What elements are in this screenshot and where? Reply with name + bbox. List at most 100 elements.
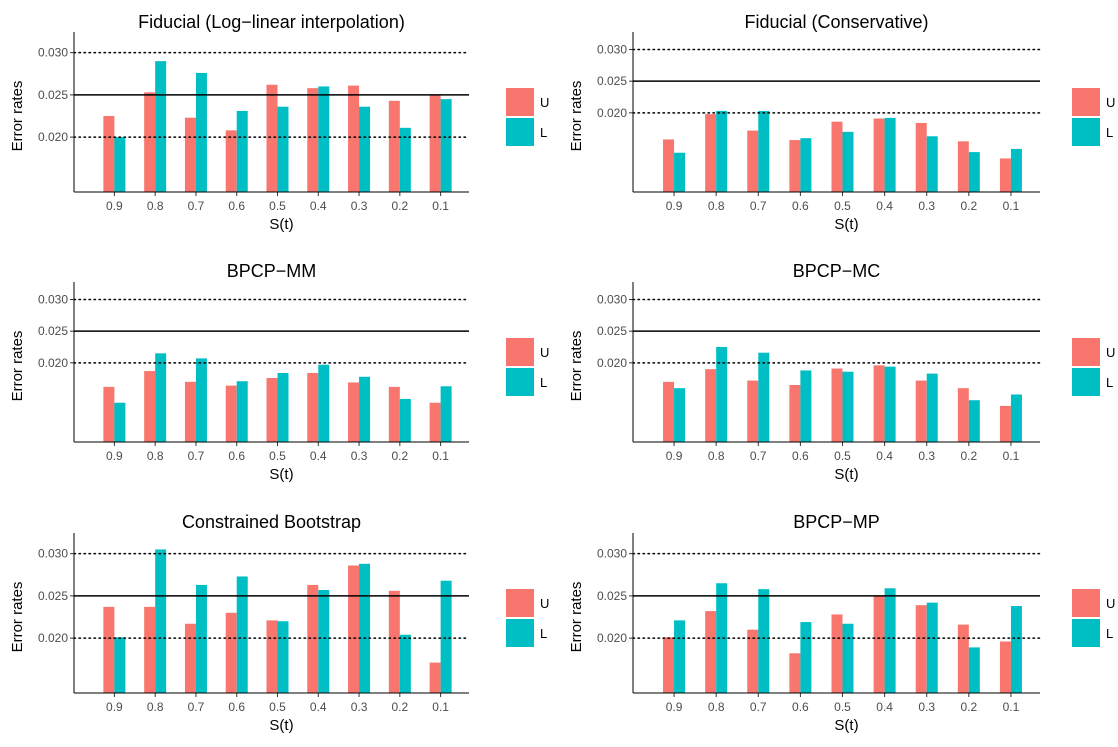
- x-tick-label: 0.5: [834, 449, 851, 463]
- chart-panel-5: Constrained Bootstrap 0.9 0.8 0.7 0.6 0.5 0.4 0…: [9, 512, 549, 734]
- x-tick-label: 0.1: [1003, 199, 1020, 213]
- x-tick-label: 0.1: [1003, 449, 1020, 463]
- bar-L-0.8: [155, 549, 167, 693]
- y-tick-label: 0.020: [38, 130, 68, 144]
- y-tick-label: 0.025: [38, 88, 68, 102]
- legend-swatch-L: [506, 368, 534, 396]
- bar-U-0.6: [225, 612, 237, 693]
- x-tick-label: 0.7: [750, 449, 767, 463]
- x-axis-label: S(t): [834, 717, 858, 734]
- bar-L-0.2: [399, 634, 411, 693]
- bar-L-0.3: [926, 373, 938, 442]
- x-tick-label: 0.2: [960, 700, 977, 714]
- bar-L-0.4: [884, 588, 896, 693]
- bar-L-0.5: [277, 106, 289, 192]
- x-tick-label: 0.6: [228, 700, 245, 714]
- x-tick-label: 0.1: [432, 700, 449, 714]
- legend-swatch-U: [506, 88, 534, 116]
- bar-U-0.6: [789, 653, 801, 693]
- x-tick-label: 0.7: [188, 199, 205, 213]
- bar-L-0.2: [968, 400, 980, 442]
- bar-L-0.9: [674, 388, 686, 442]
- chart-panel-2: Fiducial (Conservative) 0.9 0.8 0.7 0.6 0.5 0.…: [568, 12, 1115, 233]
- x-tick-label: 0.5: [834, 700, 851, 714]
- legend-swatch-U: [1072, 88, 1100, 116]
- bar-L-0.3: [926, 602, 938, 693]
- legend-swatch-L: [1072, 118, 1100, 146]
- bar-U-0.3: [915, 605, 927, 693]
- bar-L-0.2: [968, 647, 980, 693]
- bar-U-0.7: [747, 130, 759, 192]
- bar-U-0.8: [705, 369, 717, 442]
- legend-label-L: L: [540, 125, 547, 140]
- legend-label-U: U: [540, 95, 549, 110]
- bar-U-0.7: [184, 117, 196, 192]
- x-tick-label: 0.3: [351, 449, 368, 463]
- bar-U-0.2: [388, 590, 400, 693]
- bar-U-0.8: [144, 92, 156, 192]
- x-tick-label: 0.9: [106, 199, 123, 213]
- bar-U-0.3: [915, 122, 927, 192]
- legend-label-L: L: [1106, 125, 1113, 140]
- y-tick-label: 0.030: [597, 43, 627, 57]
- bar-U-0.6: [789, 140, 801, 192]
- bar-L-0.3: [359, 106, 371, 192]
- chart-panel-6: BPCP−MP 0.9 0.8 0.7 0.6 0.5 0.4 0.3 0.2 0.1 0.020 0…: [568, 512, 1115, 734]
- bar-U-0.2: [957, 388, 969, 442]
- bar-U-0.9: [103, 116, 115, 192]
- bar-U-0.8: [705, 114, 717, 192]
- x-tick-label: 0.2: [960, 199, 977, 213]
- bar-L-0.6: [236, 110, 248, 192]
- bar-U-0.1: [999, 405, 1011, 442]
- bar-U-0.5: [266, 620, 278, 693]
- bar-L-0.9: [674, 152, 686, 192]
- bar-L-0.5: [842, 371, 854, 442]
- bar-L-0.8: [716, 347, 728, 442]
- bar-L-0.2: [399, 127, 411, 192]
- bar-L-0.7: [195, 72, 207, 192]
- x-tick-label: 0.3: [918, 449, 935, 463]
- x-tick-label: 0.4: [310, 199, 327, 213]
- bar-U-0.4: [873, 365, 885, 442]
- legend-swatch-U: [1072, 589, 1100, 617]
- x-axis-label: S(t): [269, 466, 293, 483]
- bar-L-0.5: [277, 621, 289, 693]
- bar-U-0.6: [225, 130, 237, 192]
- x-tick-label: 0.7: [750, 700, 767, 714]
- x-tick-label: 0.9: [106, 449, 123, 463]
- bar-L-0.6: [236, 381, 248, 442]
- bar-L-0.7: [195, 584, 207, 693]
- x-tick-label: 0.1: [432, 199, 449, 213]
- bar-U-0.9: [663, 139, 675, 192]
- x-tick-label: 0.7: [188, 700, 205, 714]
- bar-U-0.5: [831, 121, 843, 192]
- x-tick-label: 0.8: [708, 199, 725, 213]
- y-tick-label: 0.030: [38, 293, 68, 307]
- chart-title: BPCP−MM: [227, 261, 317, 281]
- y-tick-label: 0.030: [597, 293, 627, 307]
- y-tick-label: 0.020: [597, 631, 627, 645]
- x-tick-label: 0.9: [106, 700, 123, 714]
- bar-L-0.1: [1010, 606, 1022, 693]
- x-tick-label: 0.5: [269, 449, 286, 463]
- x-tick-label: 0.2: [391, 449, 408, 463]
- bar-U-0.7: [747, 629, 759, 693]
- x-tick-label: 0.5: [834, 199, 851, 213]
- bar-L-0.5: [277, 372, 289, 442]
- chart-panel-1: Fiducial (Log−linear interpolation) 0.9 0.…: [9, 12, 549, 233]
- bar-L-0.9: [674, 620, 686, 693]
- legend-swatch-L: [1072, 619, 1100, 647]
- legend-swatch-L: [506, 619, 534, 647]
- bar-U-0.7: [184, 623, 196, 693]
- bar-L-0.2: [968, 152, 980, 192]
- bar-L-0.7: [758, 110, 770, 192]
- bar-L-0.6: [800, 370, 812, 442]
- legend-swatch-U: [506, 589, 534, 617]
- bar-L-0.4: [884, 366, 896, 442]
- bar-L-0.3: [359, 563, 371, 693]
- bar-L-0.4: [318, 86, 330, 192]
- bar-U-0.1: [429, 402, 441, 442]
- bar-U-0.1: [999, 641, 1011, 693]
- x-tick-label: 0.8: [147, 700, 164, 714]
